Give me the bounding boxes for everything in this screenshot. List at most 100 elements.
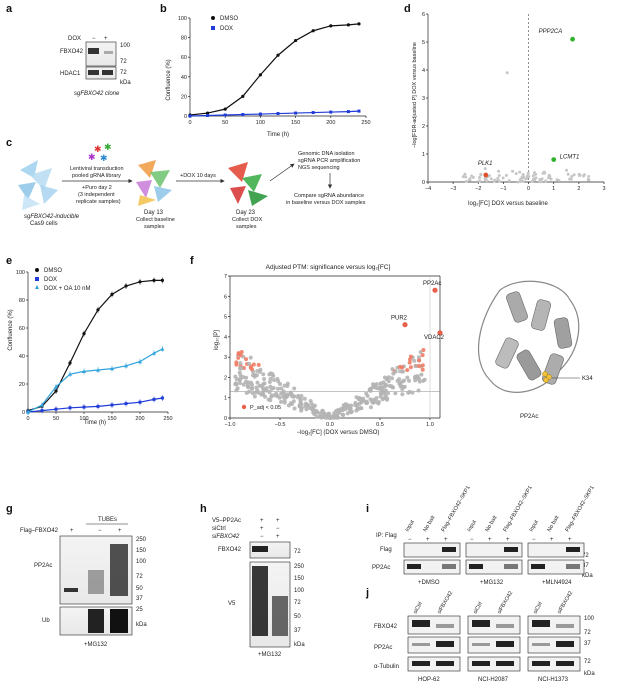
lane-label: siCtrl bbox=[413, 601, 424, 615]
data-point bbox=[276, 53, 280, 57]
protein-point bbox=[299, 393, 304, 398]
y-tick-label: 100 bbox=[16, 270, 25, 276]
day13-samples: samples bbox=[144, 224, 165, 230]
ip-flag-label: IP: Flag bbox=[376, 533, 397, 539]
x-tick-label: 100 bbox=[79, 416, 88, 422]
protein-point bbox=[400, 379, 405, 384]
data-point bbox=[160, 396, 164, 400]
protein-point bbox=[416, 388, 421, 393]
caption-sgfbxo42: sgFBXO42 clone bbox=[74, 91, 120, 97]
band bbox=[472, 643, 490, 646]
x-tick-label: 50 bbox=[222, 120, 228, 126]
data-point bbox=[206, 111, 210, 115]
protein-point bbox=[296, 393, 301, 398]
data-point bbox=[96, 404, 100, 408]
protein-point bbox=[268, 371, 273, 376]
background-point bbox=[497, 173, 501, 177]
legend-marker-oa bbox=[35, 285, 39, 289]
data-point bbox=[206, 114, 210, 118]
mw-37: 37 bbox=[294, 628, 301, 634]
background-point bbox=[485, 179, 489, 183]
background-point bbox=[471, 175, 475, 179]
protein-point bbox=[271, 373, 276, 378]
chart-d: −log[FDR-adjusted P] DOX versus baseline… bbox=[412, 12, 606, 207]
protein-point bbox=[355, 402, 360, 407]
legend-dox: DOX bbox=[44, 277, 57, 283]
arrow1-d: (3 independent bbox=[78, 192, 115, 198]
protein-point bbox=[279, 386, 284, 391]
protein-point bbox=[342, 404, 347, 409]
protein-point bbox=[241, 382, 246, 387]
band-fbxo42: FBXO42 bbox=[218, 547, 242, 553]
series-line-dmso bbox=[189, 23, 360, 116]
data-point bbox=[138, 359, 142, 364]
background-point bbox=[577, 173, 581, 177]
mw-37: 37 bbox=[582, 563, 589, 569]
sign: − bbox=[98, 528, 102, 534]
protein-point bbox=[395, 378, 400, 383]
protein-point bbox=[383, 393, 388, 398]
protein-point bbox=[315, 410, 320, 415]
x-tick-label: −2 bbox=[475, 186, 481, 192]
protein-point bbox=[251, 362, 256, 367]
mw-100: 100 bbox=[584, 616, 595, 622]
protein-point bbox=[421, 348, 426, 353]
protein-point bbox=[413, 364, 418, 369]
background-point bbox=[493, 178, 497, 182]
protein-point bbox=[314, 414, 319, 419]
protein-point bbox=[398, 369, 403, 374]
background-point bbox=[526, 171, 530, 175]
data-point bbox=[68, 372, 72, 376]
band bbox=[442, 564, 456, 569]
day13-label: Day 13 bbox=[144, 210, 164, 216]
data-point bbox=[241, 94, 245, 98]
row-v5: V5–PP2Ac bbox=[212, 518, 241, 524]
protein-point bbox=[417, 358, 422, 363]
highlight-point bbox=[483, 172, 489, 178]
arrow1-a: Lentiviral transduction bbox=[70, 166, 124, 172]
data-point bbox=[188, 114, 192, 118]
x-tick-label: 200 bbox=[135, 416, 144, 422]
band bbox=[566, 547, 580, 552]
sign: + bbox=[260, 526, 264, 532]
x-tick-label: −1.0 bbox=[225, 422, 236, 428]
band bbox=[407, 564, 421, 569]
legend-marker-padj bbox=[241, 404, 247, 410]
panel-letter-i: i bbox=[366, 503, 369, 515]
protein-point bbox=[272, 393, 277, 398]
protein-point bbox=[239, 366, 244, 371]
protein-point bbox=[410, 390, 415, 395]
band bbox=[504, 564, 518, 569]
band bbox=[556, 641, 574, 647]
protein-point bbox=[261, 387, 266, 392]
protein-point bbox=[418, 350, 423, 355]
band bbox=[532, 620, 550, 627]
pp2ac-structure: K34 PP2Ac bbox=[478, 280, 593, 420]
protein-point bbox=[374, 396, 379, 401]
protein-point bbox=[355, 405, 360, 410]
protein-point bbox=[269, 386, 274, 391]
ylabel: −log[FDR-adjusted P] DOX versus baseline bbox=[412, 42, 418, 148]
protein-point bbox=[406, 390, 411, 395]
background-point bbox=[527, 175, 531, 179]
protein-point bbox=[282, 400, 287, 405]
background-point bbox=[497, 179, 501, 183]
caption-mg132: +MG132 bbox=[258, 652, 282, 658]
helix bbox=[506, 291, 528, 323]
data-point bbox=[40, 409, 44, 413]
data-point bbox=[329, 110, 333, 114]
data-point bbox=[124, 284, 128, 288]
point-label: PP2Ac bbox=[423, 281, 441, 287]
data-point bbox=[329, 24, 333, 28]
blot-pp2ac bbox=[527, 559, 585, 575]
ngs-1: Genomic DNA isolation bbox=[298, 151, 355, 157]
legend-marker-dmso bbox=[211, 16, 215, 20]
background-point bbox=[497, 169, 501, 173]
data-point bbox=[68, 406, 72, 410]
ip-blot-group: Input − No bait + Flag–FBXO42–SKP1 + +MG132 bbox=[465, 485, 534, 586]
blot-flag bbox=[403, 542, 461, 558]
point-label: PUR2 bbox=[391, 316, 408, 322]
panel-letter-j: j bbox=[365, 587, 369, 599]
protein-point bbox=[327, 411, 332, 416]
svg-text:✱: ✱ bbox=[100, 154, 108, 164]
